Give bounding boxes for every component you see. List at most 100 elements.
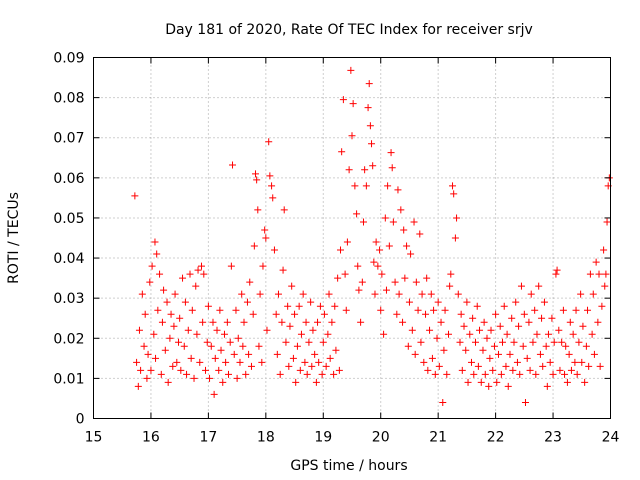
data-point (555, 326, 563, 334)
data-point (391, 278, 399, 286)
data-point (466, 330, 474, 338)
data-point (469, 314, 477, 322)
data-point (368, 140, 376, 148)
data-point (527, 290, 535, 298)
data-point (223, 318, 231, 326)
data-point (302, 318, 310, 326)
data-point (151, 238, 159, 246)
data-point (445, 330, 453, 338)
data-point (334, 274, 342, 282)
data-point (358, 278, 366, 286)
x-tick-label: 16 (142, 430, 160, 446)
data-point (412, 278, 420, 286)
data-point (486, 354, 494, 362)
data-point (291, 310, 299, 318)
data-point (202, 366, 210, 374)
data-point (179, 274, 187, 282)
data-point (279, 266, 287, 274)
data-point (268, 182, 276, 190)
data-point (374, 262, 382, 270)
data-point (467, 358, 475, 366)
x-tick-label: 18 (257, 430, 275, 446)
data-point (531, 306, 539, 314)
data-point (572, 306, 580, 314)
data-point (243, 298, 251, 306)
data-point (479, 346, 487, 354)
data-point (184, 326, 192, 334)
data-point (485, 382, 493, 390)
data-point (347, 66, 355, 74)
data-point (311, 350, 319, 358)
data-point (517, 282, 525, 290)
data-point (401, 274, 409, 282)
data-point (325, 290, 333, 298)
data-point (417, 338, 425, 346)
data-point (567, 366, 575, 374)
data-point (199, 318, 207, 326)
data-point (362, 182, 370, 190)
data-point (431, 370, 439, 378)
data-point (428, 354, 436, 362)
data-point (167, 310, 175, 318)
data-point (569, 330, 577, 338)
data-point (443, 370, 451, 378)
y-tick-label: 0.07 (53, 131, 84, 147)
data-point (299, 290, 307, 298)
data-point (487, 326, 495, 334)
data-point (602, 270, 610, 278)
data-point (407, 250, 415, 258)
data-point (190, 374, 198, 382)
data-point (351, 182, 359, 190)
data-point (192, 282, 200, 290)
data-point (343, 238, 351, 246)
data-point (439, 398, 447, 406)
x-tick-label: 20 (372, 430, 390, 446)
data-point (274, 290, 282, 298)
data-point (539, 362, 547, 370)
data-point (318, 370, 326, 378)
data-point (430, 306, 438, 314)
x-tick-label: 24 (602, 430, 620, 446)
data-point (397, 206, 405, 214)
data-point (586, 270, 594, 278)
data-point (578, 358, 586, 366)
data-point (553, 266, 561, 274)
data-point (388, 164, 396, 172)
data-point (456, 338, 464, 346)
data-point (464, 378, 472, 386)
data-point (341, 270, 349, 278)
data-point (239, 342, 247, 350)
data-point (437, 318, 445, 326)
data-point (242, 370, 250, 378)
data-point (170, 322, 178, 330)
data-point (193, 330, 201, 338)
data-point (247, 362, 255, 370)
data-point (540, 298, 548, 306)
data-point (319, 338, 327, 346)
data-point (187, 354, 195, 362)
y-tick-label: 0.04 (53, 251, 84, 267)
data-point (286, 322, 294, 330)
data-point (381, 214, 389, 222)
data-point (378, 270, 386, 278)
y-tick-label: 0.08 (53, 91, 84, 107)
data-point (297, 330, 305, 338)
data-point (519, 342, 527, 350)
data-point (558, 338, 566, 346)
data-point (307, 298, 315, 306)
data-point (529, 338, 537, 346)
data-point (361, 166, 369, 174)
y-tick-label: 0 (76, 412, 85, 428)
data-point (450, 190, 458, 198)
data-point (556, 366, 564, 374)
data-point (411, 350, 419, 358)
data-point (200, 270, 208, 278)
data-point (543, 382, 551, 390)
data-point (305, 338, 313, 346)
data-point (441, 306, 449, 314)
data-point (523, 354, 531, 362)
data-point (206, 374, 214, 382)
data-point (357, 318, 365, 326)
data-point (474, 362, 482, 370)
data-point (493, 378, 501, 386)
